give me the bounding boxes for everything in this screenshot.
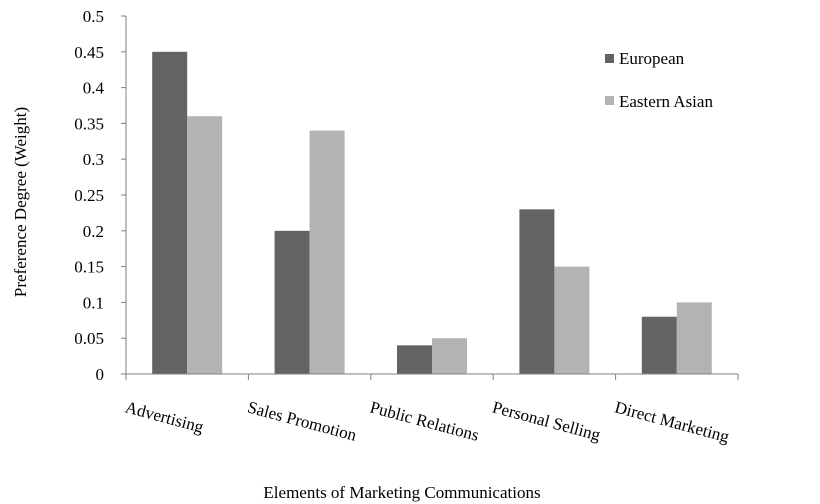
- legend-swatch-european: [605, 54, 614, 63]
- bar-european: [519, 209, 555, 374]
- legend-label-eastern-asian: Eastern Asian: [619, 92, 713, 111]
- y-axis-title: Preference Degree (Weight): [11, 107, 30, 297]
- x-category-label: Sales Promotion: [246, 398, 360, 445]
- legend-swatch-eastern-asian: [605, 96, 614, 105]
- bar-eastern-asian: [432, 338, 467, 374]
- y-tick-label: 0.3: [83, 150, 104, 169]
- x-category-label: Public Relations: [368, 398, 481, 445]
- bar-european: [641, 316, 677, 374]
- y-tick-label: 0.25: [74, 186, 104, 205]
- legend: European Eastern Asian: [605, 49, 713, 111]
- y-tick-label: 0.2: [83, 222, 104, 241]
- x-category-label: Direct Marketing: [613, 398, 732, 447]
- x-category-label: Advertising: [123, 398, 206, 437]
- y-tick-label: 0.5: [83, 7, 104, 26]
- x-axis-ticks: [125, 374, 739, 380]
- y-tick-label: 0.45: [74, 43, 104, 62]
- x-category-label: Personal Selling: [490, 398, 603, 445]
- y-tick-label: 0: [96, 365, 105, 384]
- x-axis-title: Elements of Marketing Communications: [263, 483, 540, 502]
- bar-european: [152, 51, 188, 375]
- category-labels: Advertising Sales Promotion Public Relatio…: [123, 398, 732, 447]
- y-tick-label: 0.35: [74, 114, 104, 133]
- bar-eastern-asian: [554, 266, 590, 374]
- bar-eastern-asian: [676, 302, 712, 374]
- y-tick-label: 0.1: [83, 293, 104, 312]
- y-tick-label: 0.15: [74, 258, 104, 277]
- y-tick-label: 0.05: [74, 329, 104, 348]
- bar-european: [274, 230, 310, 374]
- bar-eastern-asian: [187, 116, 223, 375]
- bars: [152, 51, 712, 375]
- legend-label-european: European: [619, 49, 685, 68]
- bar-european: [397, 345, 432, 374]
- bar-eastern-asian: [309, 130, 345, 374]
- y-tick-label: 0.4: [83, 79, 105, 98]
- y-axis-ticks: 0 0.05 0.1 0.15 0.2 0.25 0.3 0.35 0.4 0.45 0.5: [74, 7, 126, 384]
